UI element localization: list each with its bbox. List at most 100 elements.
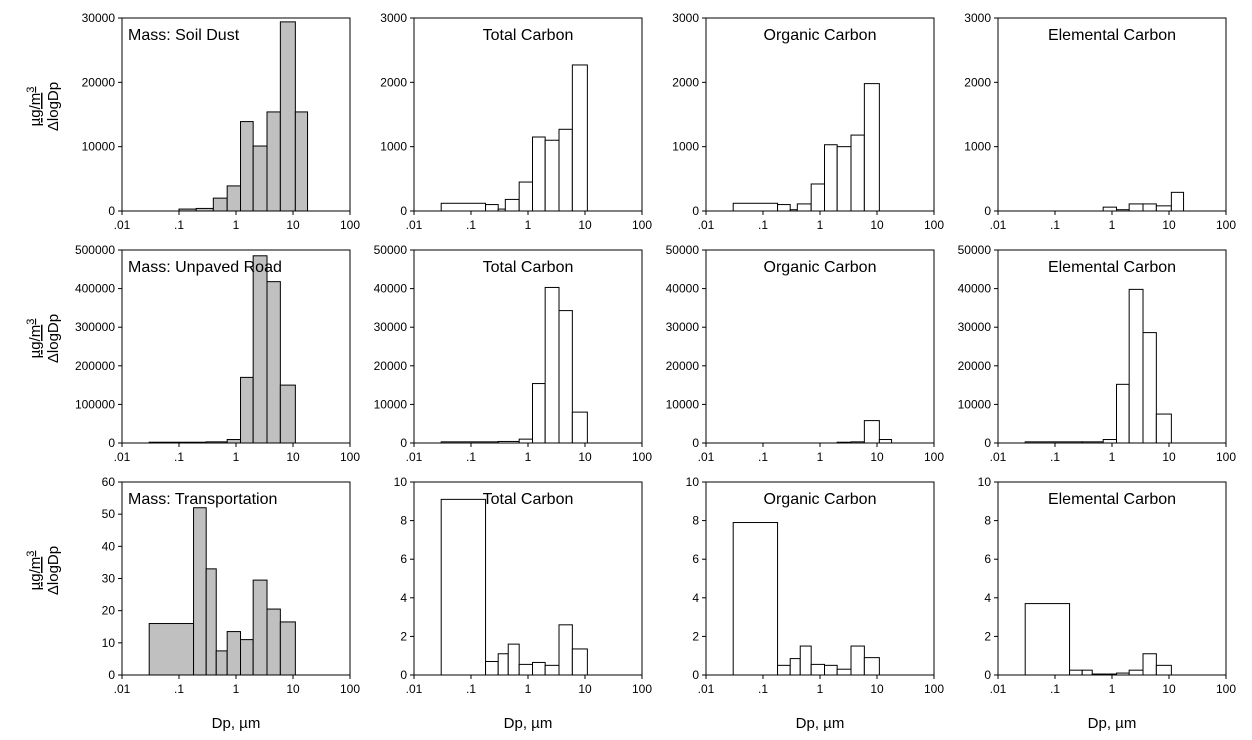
histogram-bar xyxy=(507,643,520,676)
histogram-bar xyxy=(1142,653,1157,676)
y-tick-label: 300000 xyxy=(75,320,115,334)
y-axis-label: µg/m3 ΔlogDp xyxy=(25,314,62,363)
y-tick-label: 0 xyxy=(400,436,407,450)
x-tick-label: 10 xyxy=(1162,450,1176,464)
y-tick-label: 1000 xyxy=(964,140,991,154)
x-tick-label: 100 xyxy=(632,218,652,232)
x-tick-label: .1 xyxy=(758,450,768,464)
y-tick-label: 8 xyxy=(692,514,699,528)
x-tick-label: 1 xyxy=(525,450,532,464)
y-tick-label: 2000 xyxy=(380,75,407,89)
y-tick-label: 2000 xyxy=(964,75,991,89)
y-tick-label: 0 xyxy=(984,668,991,682)
histogram-bar xyxy=(544,664,560,676)
y-axis-label-denominator: ΔlogDp xyxy=(45,546,62,595)
x-tick-label: .01 xyxy=(698,682,715,696)
histogram-bar xyxy=(252,145,268,212)
histogram-bar xyxy=(878,439,893,444)
x-tick-label: 1 xyxy=(1109,450,1116,464)
y-tick-label: 1000 xyxy=(380,140,407,154)
y-axis-label-numerator: µg/m3 xyxy=(25,87,44,127)
chart-panel-6: 0 10000 20000 30000 40000 50000 .01 .1 1 10 100 Tot… xyxy=(374,243,653,464)
panel-title: Total Carbon xyxy=(483,259,574,276)
x-axis-labels-group: Dp, µm Dp, µm Dp, µm Dp, µm xyxy=(212,715,1137,732)
histogram-bar xyxy=(532,661,546,676)
histogram-bar xyxy=(863,420,880,444)
histogram-bar xyxy=(824,144,838,212)
histogram-bar xyxy=(485,660,499,676)
chart-panel-7: 0 10000 20000 30000 40000 50000 .01 .1 1 10 100 Org… xyxy=(666,243,945,464)
plot-frame xyxy=(705,17,935,212)
x-tick-label: 1 xyxy=(817,218,824,232)
histogram-bar xyxy=(178,208,197,212)
histogram-bar xyxy=(799,645,812,676)
histogram-bar xyxy=(205,441,228,444)
histogram-bar xyxy=(1102,206,1118,212)
y-tick-label: 2000 xyxy=(672,75,699,89)
histogram-bar xyxy=(1024,603,1071,676)
x-tick-label: 10 xyxy=(578,450,592,464)
y-tick-label: 30000 xyxy=(374,320,408,334)
chart-panel-1: 0 10000 20000 30000 .01 .1 1 10 100 Mass: Soil Du… xyxy=(82,11,361,232)
panel-title: Mass: Soil Dust xyxy=(128,27,240,44)
histogram-bar xyxy=(836,668,852,676)
x-tick-label: 10 xyxy=(1162,682,1176,696)
x-tick-label: .1 xyxy=(174,218,184,232)
x-tick-label: 1 xyxy=(525,682,532,696)
y-tick-label: 0 xyxy=(984,436,991,450)
y-tick-label: 2 xyxy=(984,629,991,643)
x-tick-label: 10 xyxy=(286,218,300,232)
y-axis-label-numerator: µg/m3 xyxy=(25,551,44,591)
histogram-bar xyxy=(789,209,798,212)
y-tick-label: 2 xyxy=(692,629,699,643)
plot-frame xyxy=(121,249,351,444)
x-tick-label: 100 xyxy=(632,450,652,464)
histogram-bar xyxy=(294,111,309,212)
y-tick-label: 40 xyxy=(102,539,116,553)
histogram-bar xyxy=(1024,441,1083,444)
x-tick-label: 10 xyxy=(286,450,300,464)
y-tick-label: 40000 xyxy=(666,282,700,296)
x-axis-label: Dp, µm xyxy=(1088,715,1137,732)
panel-title: Elemental Carbon xyxy=(1048,491,1176,508)
x-tick-label: 1 xyxy=(233,682,240,696)
y-tick-label: 0 xyxy=(692,668,699,682)
x-tick-label: .1 xyxy=(174,682,184,696)
histogram-bar xyxy=(1102,439,1118,444)
y-axis-label-denominator: ΔlogDp xyxy=(45,314,62,363)
x-tick-label: .01 xyxy=(406,682,423,696)
x-tick-label: .1 xyxy=(466,218,476,232)
x-tick-label: 1 xyxy=(233,450,240,464)
histogram-bar xyxy=(850,441,865,444)
x-tick-label: .01 xyxy=(990,218,1007,232)
x-tick-label: .01 xyxy=(698,218,715,232)
y-tick-label: 0 xyxy=(108,436,115,450)
histogram-bar xyxy=(497,653,509,676)
histogram-bar xyxy=(1102,673,1118,676)
histogram-bar xyxy=(732,202,779,212)
y-tick-label: 50000 xyxy=(666,243,700,257)
histogram-bar xyxy=(148,623,195,676)
x-tick-label: 10 xyxy=(578,218,592,232)
histogram-bar xyxy=(279,384,296,444)
y-tick-label: 40000 xyxy=(958,282,992,296)
histogram-bar xyxy=(1116,383,1130,444)
panel-title: Total Carbon xyxy=(483,27,574,44)
histogram-bar xyxy=(558,624,573,676)
histogram-bar xyxy=(571,411,588,444)
y-tick-label: 4 xyxy=(692,591,699,605)
x-tick-label: 100 xyxy=(340,218,360,232)
y-axis-label-numerator: µg/m3 xyxy=(25,319,44,359)
histogram-bar xyxy=(266,111,281,212)
panel-title: Organic Carbon xyxy=(764,27,877,44)
x-tick-label: 10 xyxy=(870,450,884,464)
histogram-bar xyxy=(558,310,573,444)
x-tick-label: .01 xyxy=(990,682,1007,696)
panel-title: Mass: Unpaved Road xyxy=(128,259,282,276)
histogram-bar xyxy=(863,83,880,212)
chart-panel-11: 0 2 4 6 8 10 .01 .1 1 10 100 Organic Carbon xyxy=(686,475,945,696)
histogram-bar xyxy=(440,498,487,676)
histogram-bar xyxy=(1155,205,1172,212)
y-tick-label: 10 xyxy=(102,636,116,650)
histogram-bar xyxy=(796,203,812,212)
